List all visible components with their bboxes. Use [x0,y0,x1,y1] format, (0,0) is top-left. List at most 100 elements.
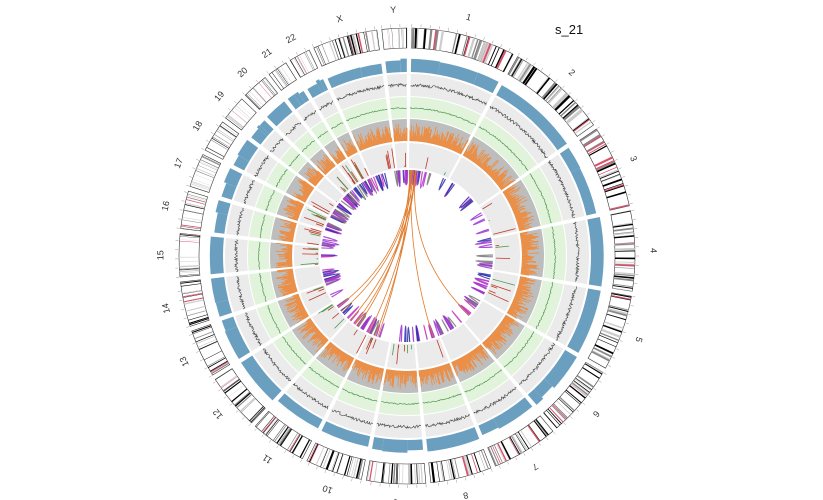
cytoband [467,37,476,58]
coverage-bar [433,135,436,145]
mutation-mark [365,337,372,350]
coverage-bar [341,353,348,362]
tick [223,396,227,399]
coverage-bar [354,359,358,364]
coverage-bar [340,354,349,367]
coverage-bar [464,141,474,157]
coverage-bar [414,131,416,142]
cytoband [179,265,200,268]
coverage-bar [427,369,430,377]
log-ratio-line [473,386,517,414]
copy-number-segment [327,67,363,89]
cytoband [191,181,211,189]
coverage-bar [281,239,294,242]
tick [592,120,596,123]
chromosome-12: 12 [211,303,348,426]
cytoband [343,455,351,476]
coverage-bar [367,135,373,147]
coverage-bar [457,146,461,153]
cytoband [492,445,501,465]
coverage-bar [376,139,379,145]
tick [507,461,510,465]
coverage-bar [426,369,429,377]
coverage-bar [520,235,539,240]
cytoband [294,57,305,76]
cytoband [511,435,523,453]
log-ratio-line [253,155,269,178]
coverage-bar [457,359,465,372]
cytoband [565,389,582,404]
cytoband [196,335,216,345]
coverage-bar [430,368,434,380]
tick [229,403,233,406]
b-allele-track [280,146,307,173]
coverage-bar [286,302,303,311]
log-ratio-line [233,239,239,273]
coverage-bar [486,338,493,346]
cytoband [604,183,624,191]
coverage-bar [309,326,317,333]
coverage-bar [513,298,523,303]
coverage-bar [371,366,376,381]
chromosome-label: 17 [172,157,185,170]
cytoband [180,226,201,230]
coverage-bar [518,283,523,286]
mutation-mark [369,337,373,344]
cytoband [613,231,634,236]
coverage-bar [306,171,320,183]
coverage-bar [452,361,459,374]
coverage-bar [380,368,384,383]
coverage-bar [389,369,392,380]
log-ratio-line [572,221,580,282]
coverage-bar [286,301,302,309]
coverage-bar [399,128,402,142]
link [366,316,376,333]
coverage-bar [493,330,507,343]
coverage-bar [384,129,388,143]
cytoband [522,66,536,85]
coverage-bar [439,366,445,382]
cytoband [520,64,533,83]
mutation-mark [436,339,444,358]
coverage-bar [406,370,408,382]
chromosome-X: X [311,13,396,176]
tick [474,34,477,38]
tick [581,105,584,108]
coverage-bar [452,138,460,151]
coverage-bar [336,350,343,359]
cytoband [608,305,629,311]
coverage-bar [371,366,375,375]
coverage-bar [403,370,405,376]
coverage-bar [512,301,519,305]
coverage-bar [317,337,327,347]
link-interchromosomal [357,170,411,327]
coverage-bar [347,357,354,369]
coverage-bar [336,352,346,366]
cytoband [234,107,250,121]
coverage-bar [286,200,303,209]
cytoband [487,447,497,467]
mutation-track [349,153,370,181]
coverage-bar [372,366,377,381]
tick [606,142,610,145]
coverage-bar [284,287,297,292]
log-ratio-line [376,423,422,430]
coverage-bar [511,303,520,309]
tick [533,62,536,66]
coverage-bar [493,170,507,181]
coverage-bar [286,251,293,253]
coverage-bar [316,175,322,180]
cytoband [428,29,433,50]
coverage-bar [508,195,523,204]
coverage-bar [440,140,444,147]
coverage-bar [469,148,478,161]
cytoband [441,461,446,481]
chromosome-label: 18 [191,119,205,133]
chromosome-13: 13 [177,284,332,378]
coverage-bar [486,168,491,173]
cytoband [280,428,293,447]
coverage-bar [364,363,368,371]
coverage-bar [503,186,514,194]
cytoband [601,329,621,338]
cytoband [195,334,215,343]
